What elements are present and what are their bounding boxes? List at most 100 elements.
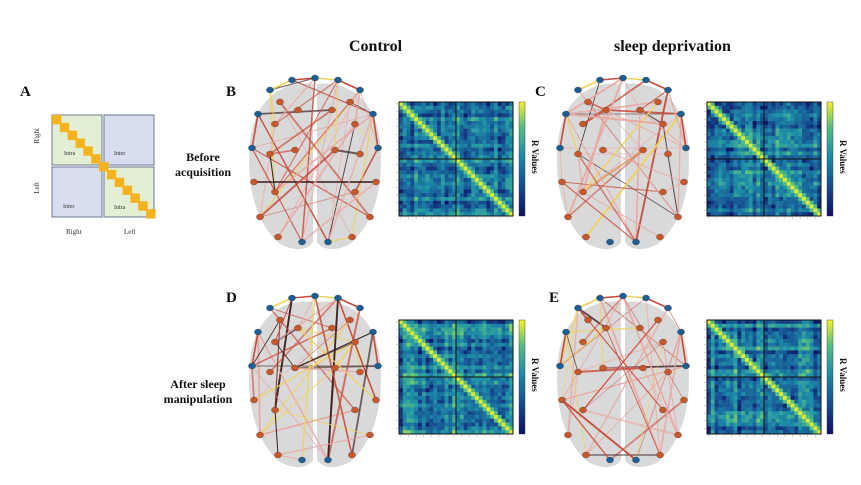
heatmap-cell (501, 105, 506, 110)
heatmap-cell (452, 365, 457, 370)
heatmap-cell (486, 140, 491, 145)
heatmap-cell (779, 331, 784, 336)
heatmap-cell (406, 399, 411, 404)
heatmap-cell (497, 320, 502, 325)
heatmap-cell (410, 197, 415, 202)
heatmap-cell (467, 323, 472, 328)
heatmap-cell (505, 399, 510, 404)
heatmap-cell (399, 346, 404, 351)
heatmap-cell (786, 185, 791, 190)
heatmap-cell (790, 185, 795, 190)
heatmap-cell (809, 430, 814, 435)
heatmap-cell (775, 323, 780, 328)
heatmap-cell (444, 396, 449, 401)
heatmap-cell (494, 181, 499, 186)
heatmap-cell (794, 342, 799, 347)
connectivity-edge (559, 331, 567, 367)
connectivity-edge (622, 295, 685, 401)
heatmap-cell (752, 128, 757, 133)
heatmap-cell (802, 373, 807, 378)
electrode-node-blue (677, 328, 685, 336)
electrode-node-blue (324, 238, 332, 246)
heatmap-cell (764, 415, 769, 420)
heatmap-cell (767, 327, 772, 332)
heatmap-cell (399, 204, 404, 209)
heatmap-cell (794, 399, 799, 404)
heatmap-cell (467, 181, 472, 186)
heatmap-cell (418, 377, 423, 382)
heatmap-cell (467, 377, 472, 382)
diagonal-step (130, 193, 140, 203)
heatmap-cell (437, 339, 442, 344)
heatmap-cell (433, 166, 438, 171)
heatmap-cell (798, 384, 803, 389)
heatmap-cell (429, 350, 434, 355)
heatmap-cell (494, 170, 499, 175)
heatmap-cell (494, 128, 499, 133)
heatmap-cell (467, 147, 472, 152)
heatmap-cell (714, 132, 719, 137)
heatmap-cell (790, 335, 795, 340)
heatmap-cell (459, 185, 464, 190)
heatmap-cell (414, 358, 419, 363)
heatmap-cell (482, 147, 487, 152)
heatmap-cell (802, 105, 807, 110)
heatmap-cell (714, 430, 719, 435)
heatmap-cell (410, 396, 415, 401)
heatmap-cell (767, 339, 772, 344)
heatmap-cell (425, 339, 430, 344)
heatmap-cell (805, 377, 810, 382)
heatmap-cell (741, 109, 746, 114)
heatmap-cell (710, 388, 715, 393)
connectivity-edge (582, 109, 607, 193)
heatmap-cell (456, 208, 461, 213)
heatmap-cell (802, 430, 807, 435)
heatmap-cell (718, 208, 723, 213)
heatmap-cell (429, 162, 434, 167)
heatmap-cell (786, 159, 791, 164)
matrix-panel-sd-before: R Values (703, 98, 853, 238)
heatmap-cell (421, 422, 426, 427)
heatmap-cell (452, 415, 457, 420)
diagonal-step (146, 209, 156, 219)
heatmap-cell (444, 426, 449, 431)
heatmap-cell (714, 358, 719, 363)
heatmap-cell (494, 358, 499, 363)
heatmap-cell (414, 181, 419, 186)
heatmap-cell (429, 105, 434, 110)
heatmap-cell (501, 384, 506, 389)
heatmap-cell (399, 166, 404, 171)
heatmap-cell (444, 354, 449, 359)
heatmap-cell (748, 109, 753, 114)
heatmap-cell (471, 323, 476, 328)
connectivity-edge (605, 327, 661, 456)
heatmap-cell (414, 327, 419, 332)
heatmap-cell (421, 147, 426, 152)
electrode-node-orange (659, 338, 667, 346)
heatmap-cell (425, 128, 430, 133)
heatmap-cell (756, 105, 761, 110)
heatmap-cell (767, 361, 772, 366)
heatmap-cell (433, 151, 438, 156)
heatmap-cell (486, 361, 491, 366)
heatmap-cell (433, 358, 438, 363)
panel-letter-e: E (549, 290, 560, 306)
heatmap-cell (406, 121, 411, 126)
heatmap-cell (798, 189, 803, 194)
heatmap-cell (817, 426, 822, 431)
heatmap-cell (718, 426, 723, 431)
heatmap-cell (418, 151, 423, 156)
heatmap-cell (802, 132, 807, 137)
heatmap-cell (798, 380, 803, 385)
heatmap-cell (399, 327, 404, 332)
heatmap-cell (737, 411, 742, 416)
heatmap-cell (729, 193, 734, 198)
heatmap-cell (756, 350, 761, 355)
heatmap-cell (718, 170, 723, 175)
heatmap-cell (745, 109, 750, 114)
heatmap-cell (425, 121, 430, 126)
heatmap-cell (410, 342, 415, 347)
heatmap-cell (475, 181, 480, 186)
heatmap-cell (798, 377, 803, 382)
heatmap-cell (798, 403, 803, 408)
